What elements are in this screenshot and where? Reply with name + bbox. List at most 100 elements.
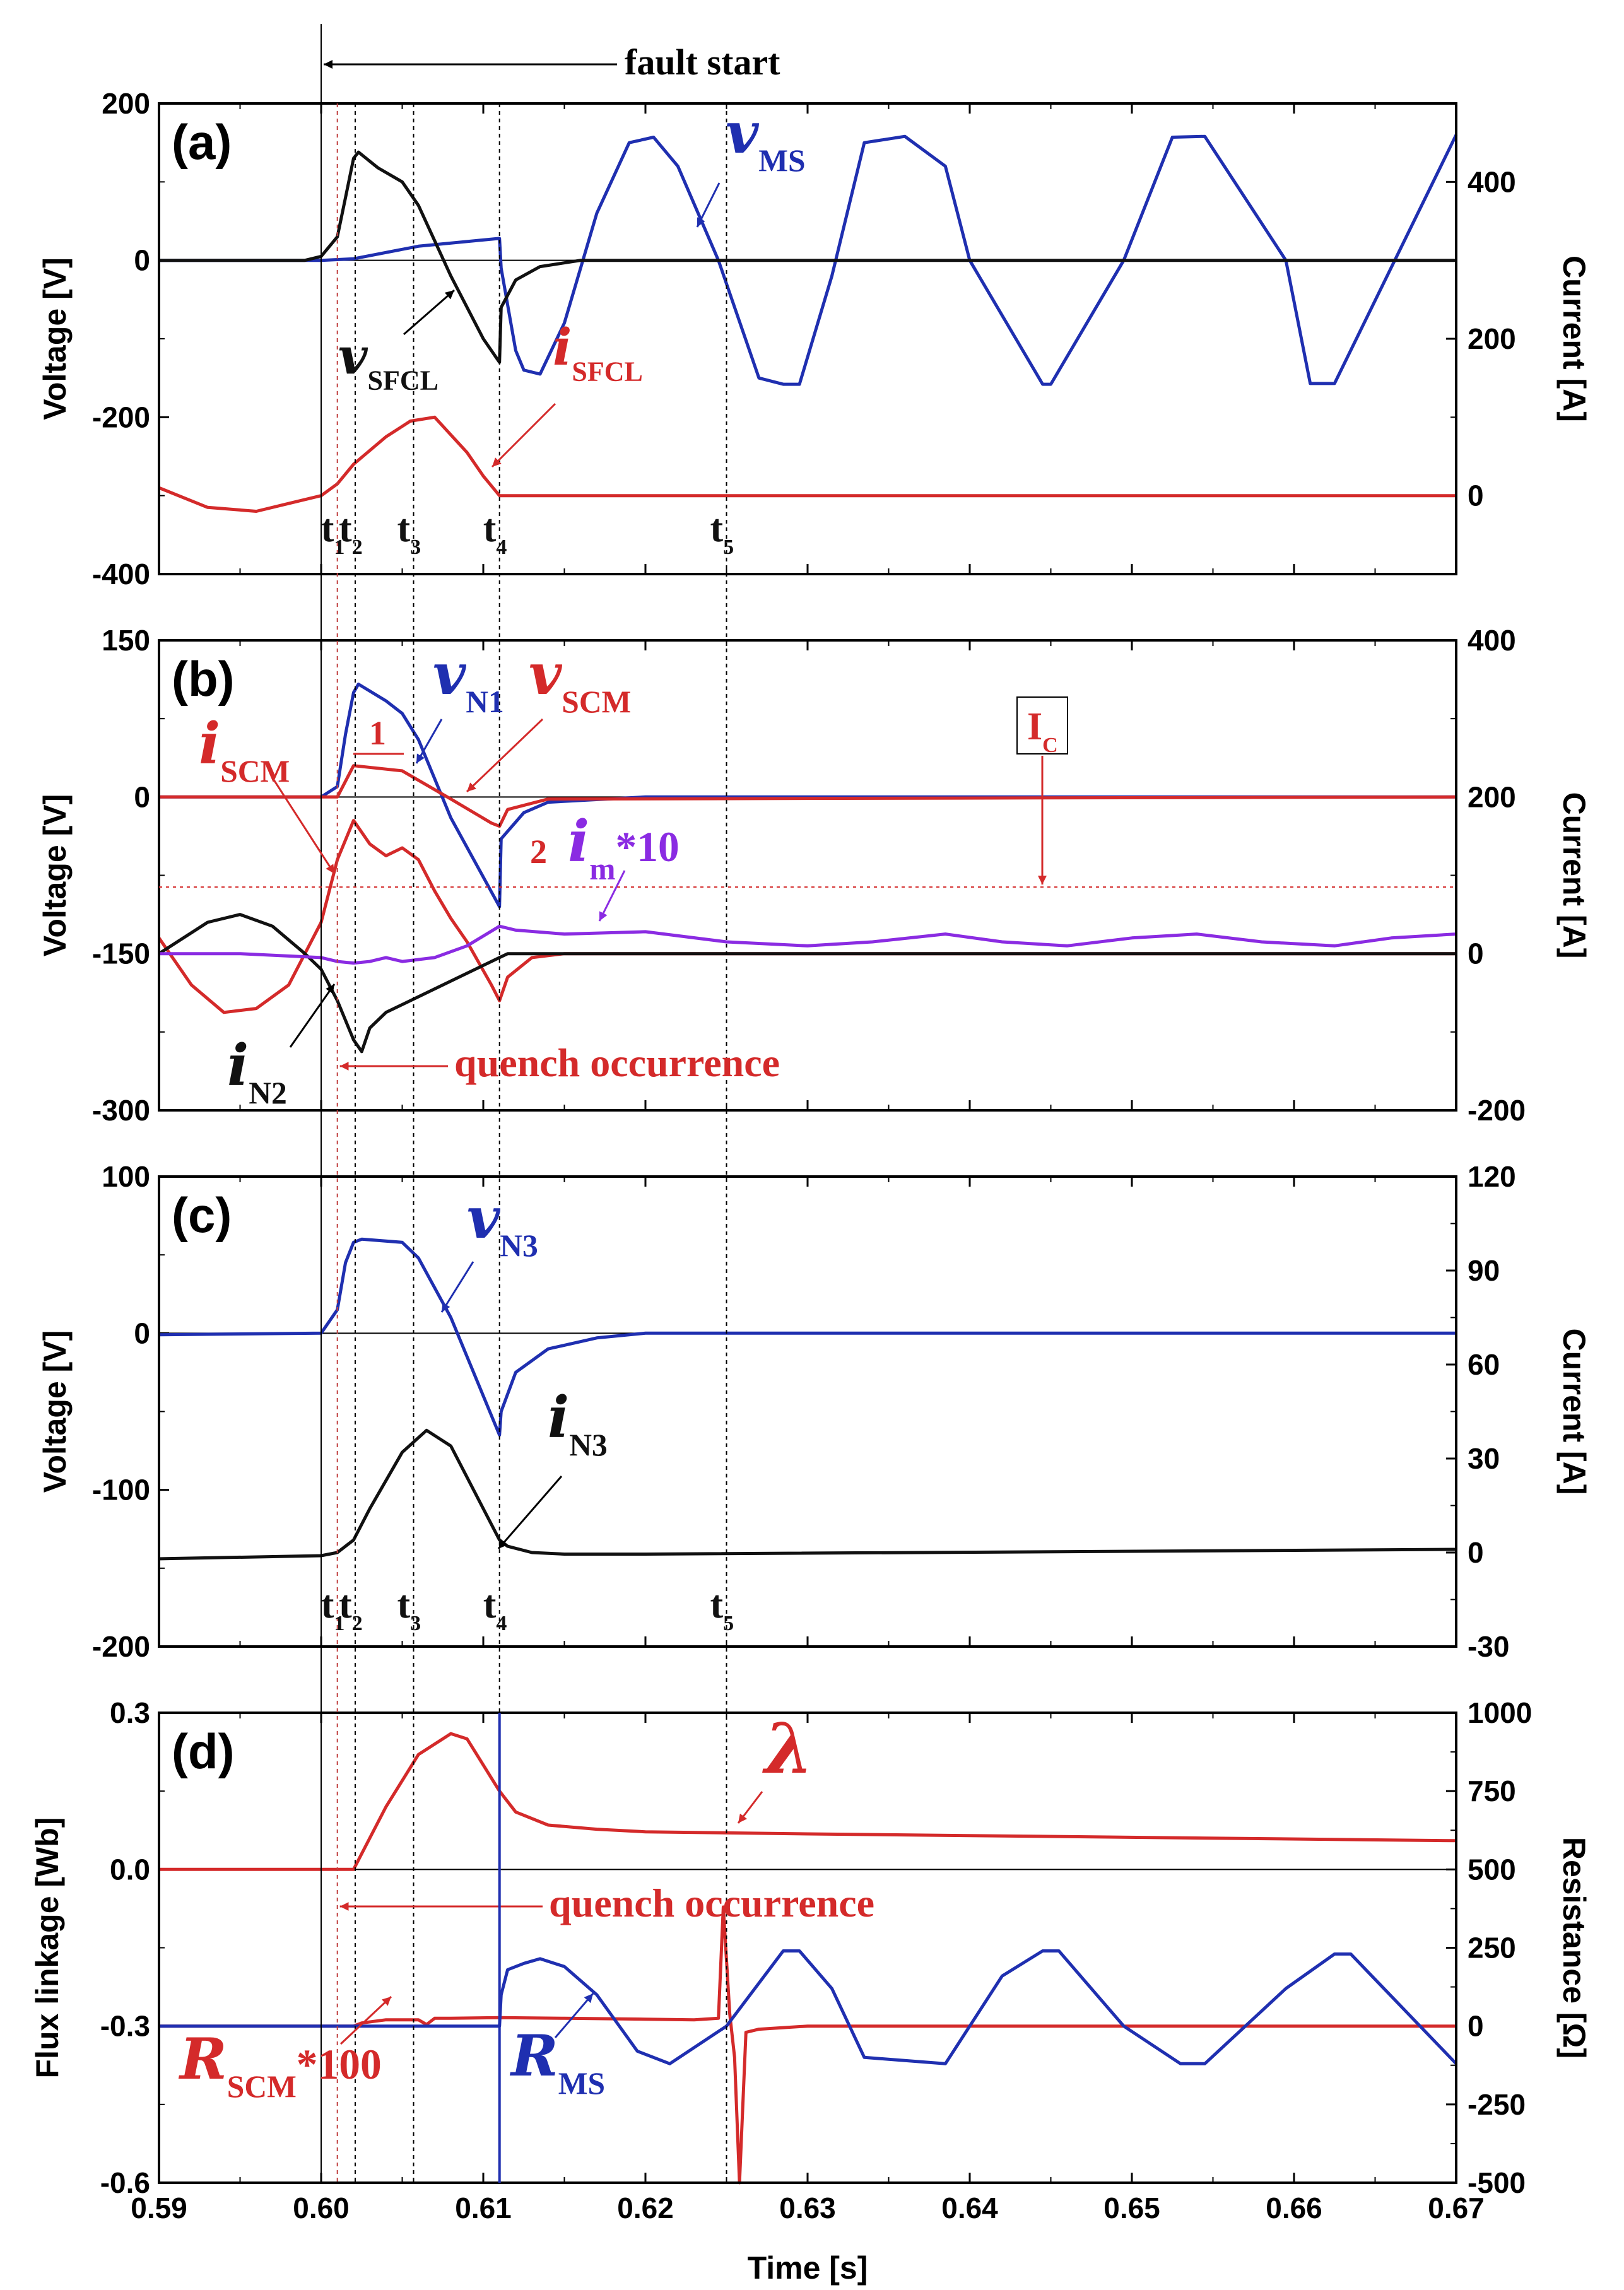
panel-b: -300 -150 0 150 -200 0 200 400 Voltage [V] Curren… — [37, 624, 1592, 1127]
y2-tick-label: -500 — [1468, 2166, 1526, 2199]
label-v-n3: vN3 — [467, 1185, 538, 1263]
label-lambda: λ — [762, 1708, 813, 1789]
arrow-v-ms — [696, 182, 721, 228]
y2-tick-label: 250 — [1468, 1932, 1516, 1964]
y-tick-label: 200 — [102, 87, 150, 120]
label-i-scm: iSCM — [199, 710, 290, 789]
label-v-sfcl: vSFCL — [338, 326, 438, 396]
plot-frame — [158, 1175, 1457, 1648]
y2-tick-label: 0 — [1468, 479, 1484, 512]
y2-tick-label: 0 — [1468, 2010, 1484, 2043]
y-tick-label: 0 — [134, 244, 150, 277]
y-axis-title: Voltage [V] — [37, 794, 73, 956]
arrow-lambda — [737, 1791, 763, 1824]
arrow-i-n2 — [289, 984, 336, 1048]
plot-frame — [158, 639, 1457, 1112]
y2-tick-label: 1000 — [1468, 1696, 1532, 1729]
marker-1: 1 — [369, 714, 386, 752]
panel-label: (b) — [172, 651, 235, 707]
y-axis-title: Voltage [V] — [37, 257, 73, 420]
series-R-scm — [159, 1905, 1456, 2185]
panel-label: (a) — [172, 114, 232, 170]
arrow-i-scm — [270, 775, 336, 874]
label-r-ms: RMS — [509, 2023, 605, 2101]
y-tick-label: -0.6 — [100, 2166, 150, 2199]
arrow-v-scm — [466, 718, 544, 793]
series-v-scm — [159, 764, 1457, 828]
y-tick-label: -400 — [92, 558, 150, 590]
y2-axis-title: Resistance [Ω] — [1556, 1837, 1592, 2058]
y2-tick-label: 0 — [1468, 937, 1484, 970]
y2-tick-label: 90 — [1468, 1254, 1500, 1287]
arrow-i-sfcl — [491, 402, 556, 468]
arrow-v-n1 — [415, 719, 443, 764]
panel-c: -200 -100 0 100 -30 0 30 60 90 120 Voltage [V] Curr… — [37, 1160, 1592, 1663]
y2-tick-label: 400 — [1468, 165, 1516, 198]
y-tick-label: -0.3 — [100, 2010, 150, 2043]
series-v-n1 — [159, 683, 1456, 908]
y2-tick-label: 500 — [1468, 1853, 1516, 1886]
label-v-scm: vSCM — [529, 641, 631, 719]
marker-2: 2 — [530, 833, 547, 871]
time-marker-a: t2 — [339, 507, 363, 559]
y2-tick-label: 200 — [1468, 780, 1516, 813]
label-i-n2: iN2 — [227, 1032, 287, 1110]
time-marker-c: t5 — [710, 1583, 734, 1635]
y-tick-label: -300 — [92, 1094, 150, 1127]
y-tick-label: -100 — [92, 1474, 150, 1506]
ic-box — [1016, 696, 1068, 755]
y-tick-label: 0 — [134, 780, 150, 813]
y-tick-label: 0 — [134, 1317, 150, 1349]
time-marker-c: t2 — [339, 1583, 363, 1635]
quench-label-b: quench occurrence — [454, 1040, 780, 1085]
y2-tick-label: 0 — [1468, 1536, 1484, 1569]
y2-axis-title: Current [A] — [1556, 255, 1592, 422]
y-tick-label: 0.3 — [110, 1696, 150, 1729]
x-axis-title: Time [s] — [748, 2250, 868, 2286]
arrow-r-scm — [339, 1995, 392, 2045]
label-i-sfcl: iSFCL — [553, 317, 643, 387]
y2-tick-label: 30 — [1468, 1442, 1500, 1475]
time-marker-a: t5 — [710, 507, 734, 559]
time-marker-a: t3 — [397, 507, 421, 559]
label-r-scm: RSCM*100 — [178, 2026, 382, 2104]
x-tick-label: 0.65 — [1103, 2192, 1160, 2224]
y-tick-label: 100 — [102, 1160, 150, 1193]
x-tick-label: 0.67 — [1428, 2192, 1485, 2224]
panel-label: (c) — [172, 1187, 232, 1243]
y2-tick-label: 60 — [1468, 1348, 1500, 1381]
time-marker-c: t1 — [321, 1583, 345, 1635]
series-v-n3 — [158, 1237, 1456, 1437]
y-axis-title: Flux linkage [Wb] — [30, 1817, 65, 2079]
y-tick-label: 0.0 — [110, 1853, 150, 1886]
series-lambda — [159, 1732, 1457, 1871]
arrow-v-sfcl — [403, 289, 455, 336]
y2-tick-label: -30 — [1468, 1630, 1509, 1663]
quench-label-d: quench occurrence — [549, 1881, 874, 1925]
panel-d: -0.6 -0.3 0.0 0.3 -500 -250 0 250 500 750 1000 0.59… — [30, 1696, 1592, 2224]
fault-start-label: fault start — [625, 42, 780, 83]
series-i-m — [159, 924, 1457, 965]
arrow-i-n3 — [497, 1476, 563, 1549]
label-ic: IC — [1027, 705, 1058, 757]
y2-tick-label: 120 — [1468, 1160, 1516, 1193]
x-tick-label: 0.61 — [455, 2192, 512, 2224]
series-i-n2 — [158, 913, 1456, 1054]
x-tick-label: 0.59 — [131, 2192, 187, 2224]
y2-tick-label: 750 — [1468, 1775, 1516, 1807]
arrow-v-n3 — [440, 1261, 474, 1313]
y2-tick-label: -200 — [1468, 1094, 1526, 1127]
panel-a: -400 -200 0 200 0 200 400 Voltage [V] Current [A… — [37, 87, 1592, 590]
x-tick-label: 0.63 — [779, 2192, 836, 2224]
series-v-ms — [159, 134, 1458, 386]
y2-axis-title: Current [A] — [1556, 792, 1592, 959]
y2-axis-title: Current [A] — [1556, 1329, 1592, 1495]
panel-label: (d) — [172, 1723, 235, 1779]
time-marker-c: t3 — [397, 1583, 421, 1635]
series-i-n3 — [158, 1428, 1457, 1561]
series-i-scm — [157, 819, 1456, 1014]
x-tick-label: 0.62 — [617, 2192, 674, 2224]
time-marker-a: t1 — [321, 507, 345, 559]
time-marker-c: t4 — [483, 1583, 507, 1635]
